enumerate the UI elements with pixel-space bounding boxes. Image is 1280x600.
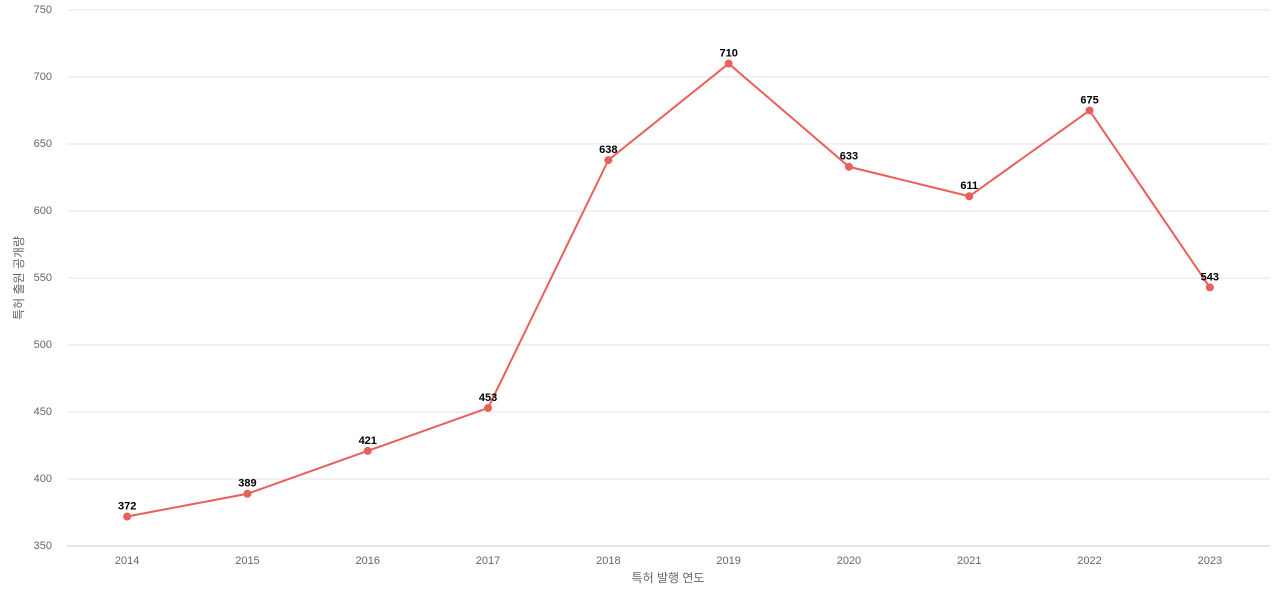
line — [126, 62, 1211, 518]
data-label: 389 — [238, 478, 256, 490]
x-tick-label: 2022 — [1077, 555, 1101, 567]
y-axis-label: 특허 출원 공개량 — [12, 236, 26, 320]
x-axis-label: 특허 발행 연도 — [632, 570, 705, 585]
x-tick-label: 2021 — [957, 555, 981, 567]
point — [1205, 283, 1214, 292]
y-tick-label: 500 — [34, 339, 52, 351]
point — [844, 162, 853, 171]
data-label: 453 — [479, 392, 497, 404]
point — [604, 156, 613, 165]
data-label: 372 — [118, 500, 136, 512]
y-tick-label: 750 — [34, 4, 52, 16]
x-tick-label: 2016 — [356, 555, 380, 567]
y-tick-label: 600 — [34, 205, 52, 217]
x-tick-label: 2023 — [1198, 555, 1222, 567]
point — [484, 403, 493, 412]
x-tick-label: 2020 — [837, 555, 861, 567]
point — [243, 489, 252, 498]
data-label: 611 — [960, 180, 978, 192]
y-tick-label: 450 — [34, 406, 52, 418]
y-tick-label: 350 — [34, 540, 52, 552]
data-label: 675 — [1080, 94, 1098, 106]
x-tick-label: 2014 — [115, 555, 139, 567]
x-tick-label: 2019 — [716, 555, 740, 567]
x-tick-label: 2015 — [235, 555, 259, 567]
y-tick-label: 700 — [34, 71, 52, 83]
y-tick-label: 550 — [34, 272, 52, 284]
data-label: 543 — [1201, 271, 1219, 283]
x-tick-label: 2017 — [476, 555, 500, 567]
data-label: 638 — [599, 144, 617, 156]
data-label: 421 — [359, 435, 377, 447]
point — [123, 512, 132, 521]
point — [965, 192, 974, 201]
x-tick-label: 2018 — [596, 555, 620, 567]
point — [1085, 106, 1094, 115]
data-label: 633 — [840, 151, 858, 163]
data-label: 710 — [719, 48, 737, 60]
y-tick-label: 650 — [34, 138, 52, 150]
point — [363, 446, 372, 455]
y-tick-label: 400 — [34, 473, 52, 485]
point — [724, 59, 733, 68]
